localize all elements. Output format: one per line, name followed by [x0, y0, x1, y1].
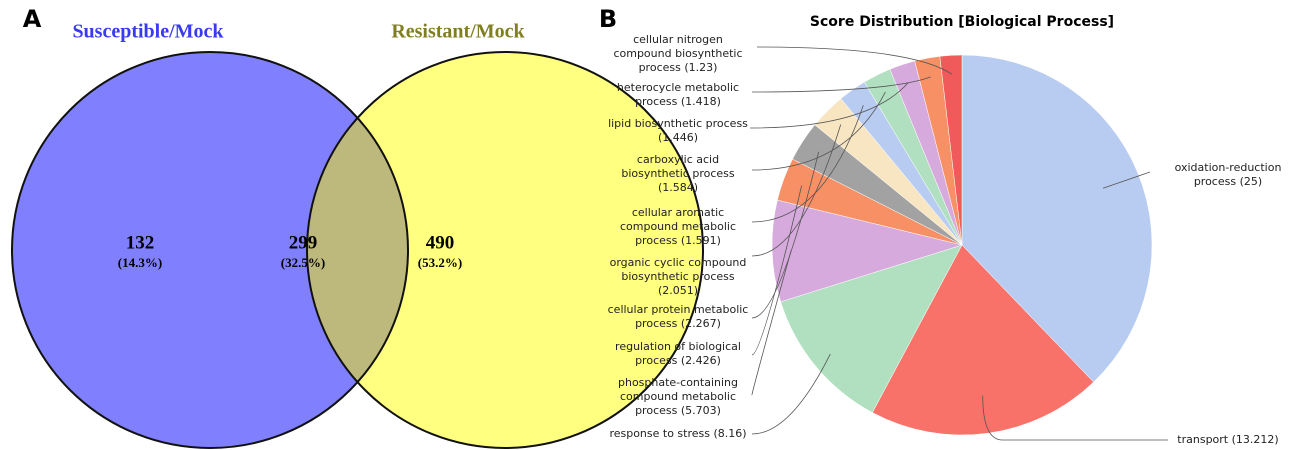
region-share: (53.2%) — [418, 255, 462, 270]
slice-label: compound metabolic — [620, 390, 736, 403]
slice-label: cellular nitrogen — [633, 33, 723, 46]
pie-slice — [771, 199, 963, 303]
leader-line — [751, 353, 831, 435]
pie-slice — [939, 54, 963, 246]
set-outline — [306, 51, 704, 449]
pie-slice — [780, 244, 963, 413]
panel-letter: B — [599, 5, 617, 33]
slice-label: response to stress (8.16) — [609, 427, 746, 440]
slice-label: (2.051) — [658, 284, 698, 297]
slice-label: heterocycle metabolic — [617, 81, 739, 94]
region-count: 132 — [126, 232, 155, 253]
slice-label: cellular aromatic — [632, 206, 724, 219]
set-circle — [12, 52, 408, 448]
slice-label: transport (13.212) — [1177, 433, 1278, 446]
leader-line — [751, 185, 802, 356]
slice-label: carboxylic acid — [637, 153, 719, 166]
set-outline — [11, 51, 409, 449]
pie-slice — [961, 54, 1153, 383]
leader-line — [982, 395, 1168, 441]
slice-label: biosynthetic process — [621, 270, 734, 283]
slice-label: process (2.267) — [635, 317, 721, 330]
slice-label: compound metabolic — [620, 220, 736, 233]
slice-label: process (1.23) — [639, 61, 718, 74]
leader-line — [749, 82, 909, 129]
leader-line — [751, 250, 792, 396]
region-count: 299 — [289, 232, 318, 253]
slice-label: (1.584) — [658, 181, 698, 194]
slice-label: lipid biosynthetic process — [608, 117, 748, 130]
chart-title: Score Distribution [Biological Process] — [810, 14, 1114, 30]
region-count: 490 — [426, 232, 455, 253]
set-circle — [307, 52, 703, 448]
slice-label: compound biosynthetic — [613, 47, 742, 60]
leader-line — [751, 91, 886, 171]
leader-line — [751, 124, 842, 257]
set-label: Resistant/Mock — [391, 21, 525, 43]
slice-label: process (2.426) — [635, 354, 721, 367]
leader-line — [751, 76, 931, 93]
panel-letter: A — [23, 5, 42, 33]
slice-label: process (5.703) — [635, 404, 721, 417]
leader-line — [1102, 171, 1151, 189]
slice-label: cellular protein metabolic — [608, 303, 749, 316]
region-share: (14.3%) — [118, 255, 162, 270]
slice-label: oxidation-reduction — [1175, 161, 1282, 174]
slice-label: process (1.418) — [635, 95, 721, 108]
slice-label: (1.446) — [658, 131, 698, 144]
slice-label: phosphate-containing — [618, 376, 738, 389]
slice-label: process (1.591) — [635, 234, 721, 247]
leader-line — [756, 46, 953, 75]
slice-label: organic cyclic compound — [610, 256, 747, 269]
set-label: Susceptible/Mock — [72, 21, 224, 43]
slice-label: biosynthetic process — [621, 167, 734, 180]
leader-line — [751, 105, 864, 223]
leader-line — [751, 151, 820, 319]
slice-label: regulation of biological — [615, 340, 741, 353]
region-share: (32.5%) — [281, 255, 325, 270]
pie-slice — [872, 244, 1094, 436]
slice-label: process (25) — [1194, 175, 1262, 188]
